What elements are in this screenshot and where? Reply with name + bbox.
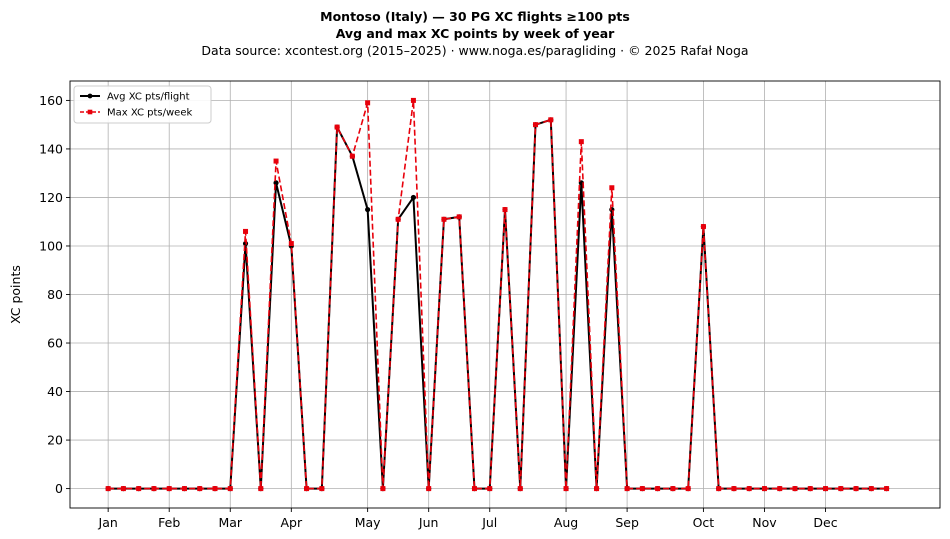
chart-title-second-line: Avg and max XC points by week of year <box>335 26 615 41</box>
x-tick-label-feb: Feb <box>158 515 180 530</box>
data-point <box>868 486 874 492</box>
chart-title: Montoso (Italy) — 30 PG XC flights ≥100 … <box>320 9 630 24</box>
data-point <box>655 486 661 492</box>
y-tick-label: 160 <box>39 93 63 108</box>
data-point <box>716 486 722 492</box>
data-point <box>258 486 264 492</box>
data-point <box>334 124 340 130</box>
legend: Avg XC pts/flight Max XC pts/week <box>73 85 212 124</box>
data-point <box>227 486 233 492</box>
x-tick-label-jun: Jun <box>418 515 439 530</box>
legend-box <box>73 85 212 124</box>
data-point <box>792 486 798 492</box>
x-tick-label-mar: Mar <box>218 515 242 530</box>
data-point <box>273 158 279 164</box>
series-line <box>108 118 887 490</box>
axes: 0 20 40 60 80 100 120 140 160 Jan Feb Mar Apr May Jun J… <box>39 93 838 530</box>
x-tick-label-dec: Dec <box>813 515 837 530</box>
data-point <box>884 486 890 492</box>
data-point <box>304 486 310 492</box>
data-point <box>487 486 493 492</box>
data-point <box>288 241 294 247</box>
data-point <box>426 486 432 492</box>
y-tick-label: 120 <box>39 190 63 205</box>
y-tick-label: 140 <box>39 141 63 156</box>
y-tick-label: 80 <box>47 287 63 302</box>
y-tick-label: 20 <box>47 433 63 448</box>
data-point <box>471 486 477 492</box>
x-tick-label-jul: Jul <box>481 515 497 530</box>
y-tick-label: 60 <box>47 336 63 351</box>
data-point <box>151 486 157 492</box>
data-point <box>395 216 401 222</box>
data-point <box>777 486 783 492</box>
series-max <box>105 97 890 492</box>
data-point <box>823 486 829 492</box>
data-point <box>410 194 417 201</box>
data-point <box>365 206 371 213</box>
x-tick-label-nov: Nov <box>752 515 777 530</box>
data-point <box>166 486 172 492</box>
data-point <box>548 117 554 123</box>
legend-label: Avg XC pts/flight <box>107 92 190 103</box>
data-point <box>365 100 371 106</box>
y-axis-label: XC points <box>8 265 23 324</box>
data-point <box>685 486 691 492</box>
data-point <box>441 216 447 222</box>
x-tick-label-may: May <box>355 515 381 530</box>
legend-label: Max XC pts/week <box>107 108 192 119</box>
data-point <box>700 224 706 230</box>
legend-marker <box>87 93 93 99</box>
data-point <box>731 486 737 492</box>
data-point <box>853 486 859 492</box>
data-point <box>609 185 615 191</box>
x-tick-label-jan: Jan <box>98 515 118 530</box>
data-point <box>533 122 539 128</box>
data-point <box>807 486 813 492</box>
data-point <box>349 153 355 159</box>
data-point <box>136 486 142 492</box>
data-point <box>594 486 600 492</box>
data-point <box>105 486 111 492</box>
series-avg <box>105 117 890 492</box>
data-point <box>670 486 676 492</box>
x-tick-label-aug: Aug <box>554 515 578 530</box>
data-point <box>563 486 569 492</box>
data-point <box>761 486 767 492</box>
series-line <box>108 99 887 490</box>
data-point <box>273 180 279 186</box>
data-point <box>181 486 187 492</box>
data-point <box>380 486 386 492</box>
grid-lines <box>70 81 940 508</box>
y-tick-label: 100 <box>39 238 63 253</box>
data-point <box>212 486 218 492</box>
data-point <box>639 486 645 492</box>
data-point <box>410 97 416 103</box>
x-tick-label-oct: Oct <box>693 515 715 530</box>
x-tick-label-sep: Sep <box>615 515 639 530</box>
data-point <box>578 139 584 145</box>
y-tick-label: 0 <box>55 481 63 496</box>
data-point <box>838 486 844 492</box>
x-tick-label-apr: Apr <box>281 515 303 530</box>
series-layer <box>105 97 890 492</box>
data-point <box>197 486 203 492</box>
data-point <box>746 486 752 492</box>
data-point <box>624 486 630 492</box>
data-point <box>120 486 126 492</box>
data-point <box>502 207 508 213</box>
y-tick-label: 40 <box>47 384 63 399</box>
data-point <box>243 228 249 234</box>
data-point <box>319 486 325 492</box>
chart-subtitle: Data source: xcontest.org (2015–2025) · … <box>201 43 749 58</box>
legend-marker <box>87 109 93 115</box>
data-point <box>456 214 462 220</box>
data-point <box>517 486 523 492</box>
